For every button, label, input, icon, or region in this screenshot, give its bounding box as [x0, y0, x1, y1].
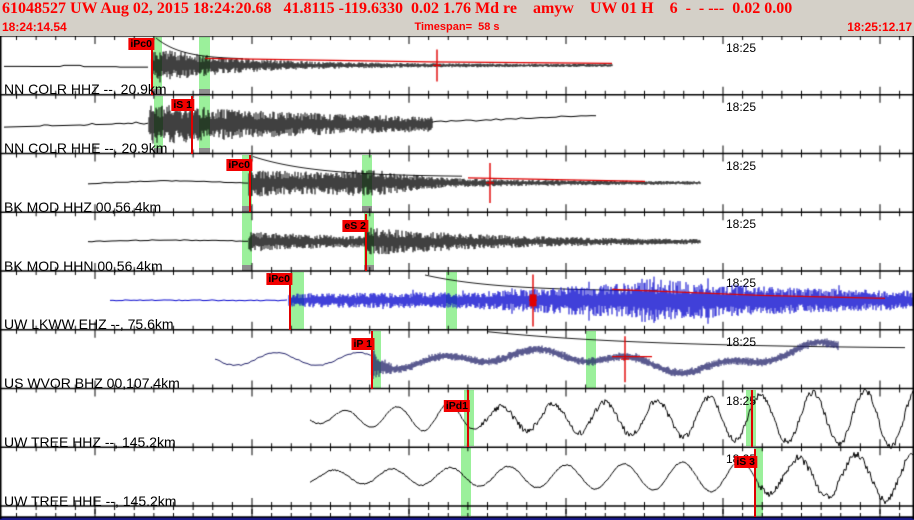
phase-label-flag[interactable]: iS 1 — [171, 98, 194, 111]
phase-pick-line[interactable] — [191, 96, 193, 154]
event-summary: 61048527 UW Aug 02, 2015 18:24:20.68 41.… — [2, 0, 793, 17]
station-channel-label: UW LKWW EHZ --, 75.6km — [4, 316, 174, 333]
station-channel-label: NN COLR HHZ --, 20.9km — [4, 81, 167, 98]
station-channel-label: NN COLR HHE --, 20.9km — [4, 140, 168, 156]
station-channel-label: BK MOD HHN 00,56.4km — [4, 257, 163, 274]
phase-label-flag[interactable]: eS 2 — [342, 220, 368, 233]
phase-pick-line[interactable] — [751, 390, 753, 448]
phase-pick-line[interactable] — [371, 331, 373, 389]
event-header: 61048527 UW Aug 02, 2015 18:24:20.68 41.… — [0, 0, 914, 36]
station-channel-label: BK MOD HHZ 00,56.4km — [4, 198, 162, 215]
station-channel-label: UW TREE HHZ --, 145.2km — [4, 433, 176, 450]
phase-label-flag[interactable]: iPd1 — [443, 399, 470, 412]
phase-label-flag[interactable]: iPc0 — [128, 38, 154, 50]
phase-pick-line[interactable] — [151, 37, 153, 95]
phase-label-flag[interactable]: iP 1 — [351, 337, 374, 350]
phase-pick-line[interactable] — [365, 213, 367, 271]
phase-pick-line[interactable] — [249, 155, 251, 213]
phase-pick-line[interactable] — [754, 448, 756, 517]
window-end-time: 18:25:12.17 — [847, 20, 912, 34]
window-start-time: 18:24:14.54 — [2, 20, 67, 34]
phase-label-flag[interactable]: iPc0 — [266, 273, 292, 285]
phase-label-flag[interactable]: iPc0 — [226, 158, 252, 171]
station-channel-label: UW TREE HHE --, 145.2km — [4, 492, 177, 509]
station-channel-label: US WVOR BHZ 00,107.4km — [4, 375, 180, 391]
phase-label-flag[interactable]: iS 3 — [734, 456, 757, 469]
timespan-label: Timespan= 58 s — [414, 21, 500, 33]
phase-pick-line[interactable] — [467, 390, 469, 448]
phase-pick-line[interactable] — [289, 272, 291, 330]
